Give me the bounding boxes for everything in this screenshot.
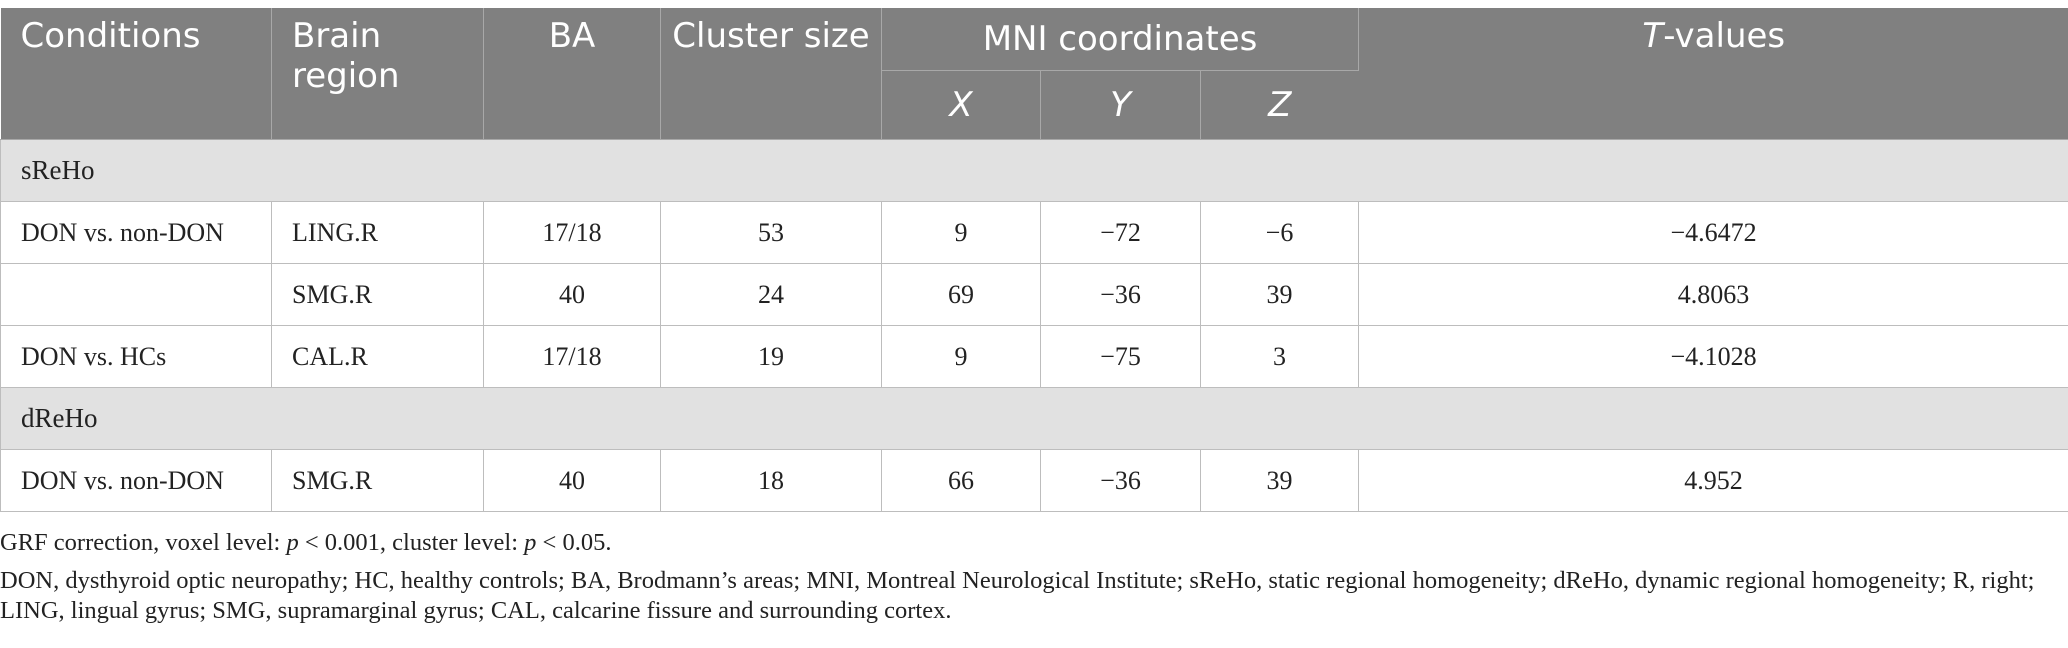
footnote-abbreviations: DON, dysthyroid optic neuropathy; HC, he… — [0, 567, 2035, 624]
footnote-text: GRF correction, voxel level: — [0, 529, 287, 556]
header-brain-region: Brain region — [271, 8, 484, 140]
header-x: X — [881, 70, 1041, 140]
cell-cluster: 18 — [660, 449, 882, 512]
cell-condition — [0, 263, 272, 326]
header-row-1: Conditions Brain region BA Cluster size … — [0, 8, 2068, 140]
header-t-italic: T — [1642, 16, 1664, 56]
cell-condition: DON vs. non-DON — [0, 449, 272, 512]
cell-t: −4.6472 — [1358, 201, 2068, 264]
footnote-text: < 0.05. — [536, 529, 612, 556]
cell-region: SMG.R — [271, 449, 484, 512]
section-label: dReHo — [0, 387, 2068, 450]
cell-y: −36 — [1040, 449, 1201, 512]
header-row-2: X Y Z — [1, 70, 2068, 140]
cell-ba: 17/18 — [483, 325, 661, 388]
cell-y: −75 — [1040, 325, 1201, 388]
table-body: sReHo DON vs. non-DON LING.R 17/18 53 9 … — [0, 139, 2068, 512]
cell-z: −6 — [1199, 201, 1360, 264]
table-row: DON vs. non-DON SMG.R 40 18 66 −36 39 4.… — [0, 449, 2068, 512]
cell-z: 39 — [1199, 449, 1360, 512]
section-row-dreho: dReHo — [0, 387, 2068, 450]
cell-t: 4.8063 — [1358, 263, 2068, 326]
cell-ba: 40 — [483, 263, 661, 326]
cell-x: 69 — [881, 263, 1041, 326]
cell-y: −36 — [1040, 263, 1201, 326]
cell-cluster: 24 — [660, 263, 882, 326]
table-row: DON vs. HCs CAL.R 17/18 19 9 −75 3 −4.10… — [0, 325, 2068, 388]
cell-cluster: 19 — [660, 325, 882, 388]
cell-y: −72 — [1040, 201, 1201, 264]
cell-condition: DON vs. HCs — [0, 325, 272, 388]
table-header: Conditions Brain region BA Cluster size … — [0, 8, 2068, 140]
cell-condition: DON vs. non-DON — [0, 201, 272, 264]
p-symbol: p — [286, 529, 299, 556]
header-mni-coordinates: MNI coordinates — [881, 8, 1360, 71]
footnote-statistics: GRF correction, voxel level: p < 0.001, … — [0, 528, 2060, 558]
table-footnotes: GRF correction, voxel level: p < 0.001, … — [0, 528, 2060, 626]
cell-t: 4.952 — [1358, 449, 2068, 512]
header-ba: BA — [483, 8, 661, 140]
cell-x: 66 — [881, 449, 1041, 512]
table-row: SMG.R 40 24 69 −36 39 4.8063 — [0, 263, 2068, 326]
footnote-text: < 0.001, cluster level: — [298, 529, 525, 556]
cell-x: 9 — [881, 325, 1041, 388]
header-cluster-size: Cluster size — [660, 8, 882, 140]
cell-region: LING.R — [271, 201, 484, 264]
p-symbol: p — [524, 529, 537, 556]
cell-x: 9 — [881, 201, 1041, 264]
results-table-container: Conditions Brain region BA Cluster size … — [0, 8, 2068, 512]
header-z: Z — [1200, 70, 1359, 140]
cell-cluster: 53 — [660, 201, 882, 264]
cell-z: 39 — [1199, 263, 1360, 326]
section-label: sReHo — [0, 139, 2068, 202]
cell-z: 3 — [1199, 325, 1360, 388]
results-table: Conditions Brain region BA Cluster size … — [0, 8, 2068, 512]
table-row: DON vs. non-DON LING.R 17/18 53 9 −72 −6… — [0, 201, 2068, 264]
cell-t: −4.1028 — [1358, 325, 2068, 388]
cell-ba: 17/18 — [483, 201, 661, 264]
section-row-sreho: sReHo — [0, 139, 2068, 202]
header-y: Y — [1040, 70, 1201, 140]
cell-ba: 40 — [483, 449, 661, 512]
header-conditions: Conditions — [0, 8, 272, 140]
cell-region: CAL.R — [271, 325, 484, 388]
header-t-rest: -values — [1663, 16, 1786, 56]
cell-region: SMG.R — [271, 263, 484, 326]
header-t-values: T-values — [1358, 8, 2068, 140]
